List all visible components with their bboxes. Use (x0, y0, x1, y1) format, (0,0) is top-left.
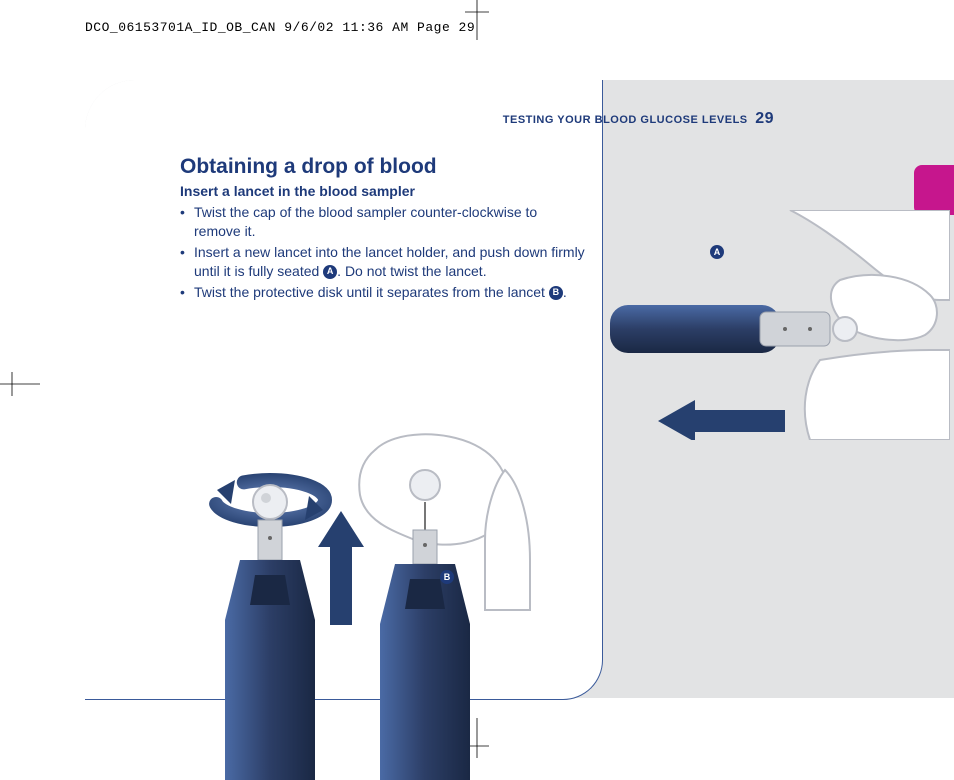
instruction-item: Insert a new lancet into the lancet hold… (180, 243, 585, 281)
crop-mark-left (0, 372, 45, 396)
step-badge-a: A (323, 265, 337, 279)
instruction-item: Twist the cap of the blood sampler count… (180, 203, 585, 241)
body-text: Obtaining a drop of blood Insert a lance… (180, 155, 585, 303)
figure-label-b: B (440, 570, 454, 584)
print-slug: DCO_06153701A_ID_OB_CAN 9/6/02 11:36 AM … (85, 20, 475, 35)
section-title: Obtaining a drop of blood (180, 155, 585, 179)
section-subtitle: Insert a lancet in the blood sampler (180, 183, 585, 199)
figure-label-a: A (710, 245, 724, 259)
running-head-label: TESTING YOUR BLOOD GLUCOSE LEVELS (503, 114, 748, 126)
running-head: TESTING YOUR BLOOD GLUCOSE LEVELS 29 (503, 110, 774, 128)
crop-mark-top (465, 0, 489, 45)
instruction-item: Twist the protective disk until it separ… (180, 283, 585, 302)
instruction-list: Twist the cap of the blood sampler count… (180, 203, 585, 301)
illustration-twist-disk (165, 430, 535, 780)
page-area: TESTING YOUR BLOOD GLUCOSE LEVELS 29 Obt… (85, 80, 954, 698)
section-tab (914, 165, 954, 215)
step-badge-b: B (549, 286, 563, 300)
page-number: 29 (755, 110, 774, 127)
illustration-insert-lancet (610, 210, 950, 440)
